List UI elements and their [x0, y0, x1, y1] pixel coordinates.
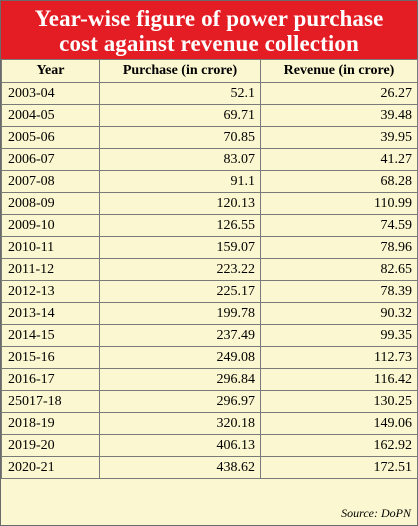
- cell-revenue: 82.65: [260, 258, 418, 281]
- data-table: Year Purchase (in crore) Revenue (in cro…: [1, 59, 418, 479]
- cell-year: 2020-21: [1, 456, 100, 479]
- cell-purchase: 159.07: [99, 236, 261, 259]
- column-header-year: Year: [1, 59, 100, 83]
- cell-revenue: 74.59: [260, 214, 418, 237]
- cell-purchase: 406.13: [99, 434, 261, 457]
- cell-purchase: 126.55: [99, 214, 261, 237]
- table-row: 2003-04 52.1 26.27: [1, 82, 418, 105]
- cell-purchase: 69.71: [99, 104, 261, 127]
- cell-purchase: 91.1: [99, 170, 261, 193]
- cell-purchase: 225.17: [99, 280, 261, 303]
- cell-revenue: 90.32: [260, 302, 418, 325]
- cell-purchase: 83.07: [99, 148, 261, 171]
- cell-revenue: 130.25: [260, 390, 418, 413]
- cell-purchase: 237.49: [99, 324, 261, 347]
- table-row: 2012-13 225.17 78.39: [1, 280, 418, 303]
- cell-year: 25017-18: [1, 390, 100, 413]
- table-row: 2013-14 199.78 90.32: [1, 302, 418, 325]
- cell-year: 2019-20: [1, 434, 100, 457]
- cell-revenue: 68.28: [260, 170, 418, 193]
- cell-purchase: 70.85: [99, 126, 261, 149]
- cell-year: 2004-05: [1, 104, 100, 127]
- column-header-purchase: Purchase (in crore): [99, 59, 261, 83]
- table-row: 2005-06 70.85 39.95: [1, 126, 418, 149]
- cell-revenue: 39.48: [260, 104, 418, 127]
- table-row: 2014-15 237.49 99.35: [1, 324, 418, 347]
- cell-revenue: 39.95: [260, 126, 418, 149]
- column-header-revenue: Revenue (in crore): [260, 59, 418, 83]
- source-note: Source: DoPN: [341, 506, 411, 520]
- cell-year: 2016-17: [1, 368, 100, 391]
- table-row: 2009-10 126.55 74.59: [1, 214, 418, 237]
- cell-year: 2014-15: [1, 324, 100, 347]
- table-row: 2004-05 69.71 39.48: [1, 104, 418, 127]
- table-row: 2019-20 406.13 162.92: [1, 434, 418, 457]
- cell-year: 2006-07: [1, 148, 100, 171]
- cell-revenue: 78.96: [260, 236, 418, 259]
- cell-revenue: 162.92: [260, 434, 418, 457]
- cell-year: 2007-08: [1, 170, 100, 193]
- cell-purchase: 52.1: [99, 82, 261, 105]
- cell-revenue: 116.42: [260, 368, 418, 391]
- cell-year: 2012-13: [1, 280, 100, 303]
- cell-year: 2008-09: [1, 192, 100, 215]
- cell-revenue: 112.73: [260, 346, 418, 369]
- table-row: 2020-21 438.62 172.51: [1, 456, 418, 479]
- table-body: 2003-04 52.1 26.27 2004-05 69.71 39.48 2005-06…: [1, 82, 418, 479]
- cell-year: 2003-04: [1, 82, 100, 105]
- cell-year: 2013-14: [1, 302, 100, 325]
- table-title: Year-wise figure of power purchase cost …: [1, 1, 417, 59]
- cell-revenue: 99.35: [260, 324, 418, 347]
- cell-purchase: 120.13: [99, 192, 261, 215]
- cell-revenue: 149.06: [260, 412, 418, 435]
- cell-revenue: 110.99: [260, 192, 418, 215]
- table-title-line-2: cost against revenue collection: [59, 31, 359, 56]
- cell-revenue: 78.39: [260, 280, 418, 303]
- table-row: 2018-19 320.18 149.06: [1, 412, 418, 435]
- header-row: Year Purchase (in crore) Revenue (in cro…: [1, 59, 418, 83]
- table-row: 2006-07 83.07 41.27: [1, 148, 418, 171]
- cell-purchase: 296.97: [99, 390, 261, 413]
- cell-purchase: 249.08: [99, 346, 261, 369]
- cell-year: 2010-11: [1, 236, 100, 259]
- cell-year: 2009-10: [1, 214, 100, 237]
- cell-year: 2018-19: [1, 412, 100, 435]
- cell-purchase: 199.78: [99, 302, 261, 325]
- table-row: 25017-18 296.97 130.25: [1, 390, 418, 413]
- table-row: 2010-11 159.07 78.96: [1, 236, 418, 259]
- cell-purchase: 320.18: [99, 412, 261, 435]
- cell-year: 2011-12: [1, 258, 100, 281]
- table-title-line-1: Year-wise figure of power purchase: [34, 6, 384, 31]
- cell-revenue: 26.27: [260, 82, 418, 105]
- table-row: 2015-16 249.08 112.73: [1, 346, 418, 369]
- cell-year: 2015-16: [1, 346, 100, 369]
- cell-revenue: 41.27: [260, 148, 418, 171]
- table-row: 2007-08 91.1 68.28: [1, 170, 418, 193]
- table-row: 2011-12 223.22 82.65: [1, 258, 418, 281]
- cell-purchase: 438.62: [99, 456, 261, 479]
- cell-purchase: 223.22: [99, 258, 261, 281]
- cell-revenue: 172.51: [260, 456, 418, 479]
- table-row: 2008-09 120.13 110.99: [1, 192, 418, 215]
- cell-purchase: 296.84: [99, 368, 261, 391]
- table-row: 2016-17 296.84 116.42: [1, 368, 418, 391]
- cell-year: 2005-06: [1, 126, 100, 149]
